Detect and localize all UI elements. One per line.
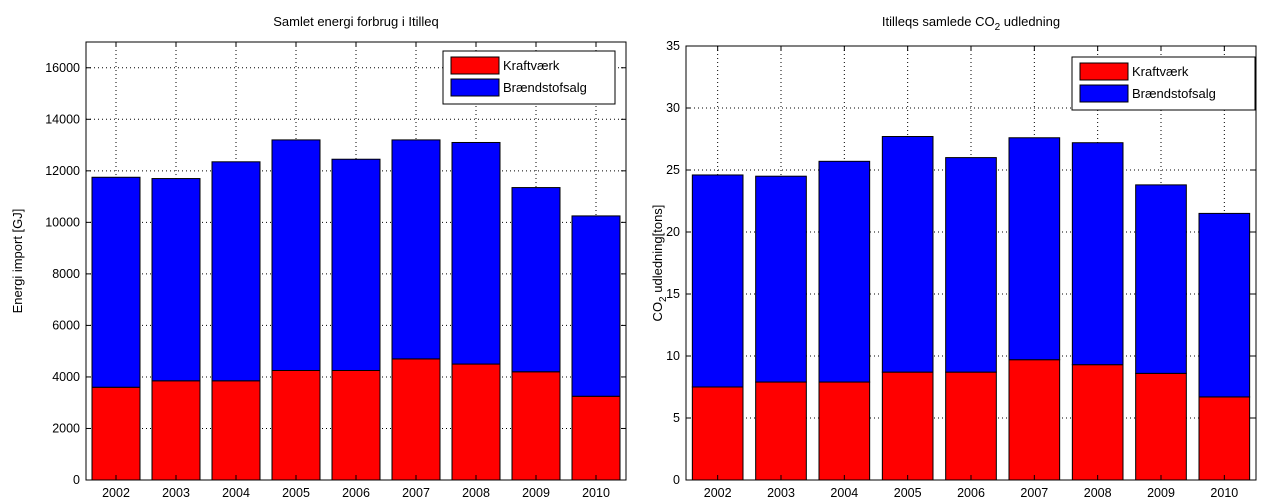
y-tick-label: 6000 [52, 318, 80, 332]
y-tick-label: 35 [666, 39, 680, 53]
x-tick-label: 2009 [1147, 486, 1175, 500]
bar-braendstofsalg-2002 [691, 174, 744, 388]
bar-kraftvaerk-2005 [881, 371, 934, 481]
bar-braendstofsalg-2007 [1008, 137, 1061, 361]
bar-kraftvaerk-2009 [1135, 372, 1187, 481]
bar-braendstofsalg-2008 [1071, 142, 1124, 366]
bar-braendstofsalg-2009 [1135, 184, 1187, 374]
chart-1: Samlet energi forbrug i Itilleq Energi im… [10, 14, 627, 500]
legend-swatch [450, 56, 500, 75]
bar-braendstofsalg-2007 [391, 139, 441, 360]
bar-kraftvaerk-2004 [211, 380, 261, 481]
bar-braendstofsalg-2010 [1198, 212, 1251, 398]
x-tick-label: 2003 [767, 486, 795, 500]
bar-braendstofsalg-2009 [511, 187, 561, 373]
bar-kraftvaerk-2003 [151, 380, 201, 481]
y-tick-label: 0 [673, 473, 680, 487]
x-tick-label: 2008 [1084, 486, 1112, 500]
bar-kraftvaerk-2005 [271, 370, 321, 481]
x-tick-label: 2010 [582, 486, 610, 500]
legend-swatch [450, 78, 500, 97]
x-tick-label: 2002 [102, 486, 130, 500]
bar-braendstofsalg-2005 [271, 139, 321, 371]
legend-swatch [1079, 62, 1129, 81]
x-tick-label: 2004 [830, 486, 858, 500]
legend-label: Brændstofsalg [1132, 86, 1216, 101]
x-tick-label: 2003 [162, 486, 190, 500]
legend-label: Brændstofsalg [503, 80, 587, 95]
y-tick-label: 25 [666, 163, 680, 177]
y-tick-label: 2000 [52, 421, 80, 435]
y-tick-label: 12000 [45, 164, 80, 178]
x-tick-label: 2005 [282, 486, 310, 500]
bar-braendstofsalg-2003 [755, 175, 807, 383]
y-tick-label: 14000 [45, 112, 80, 126]
bar-braendstofsalg-2005 [881, 136, 934, 373]
bar-kraftvaerk-2006 [945, 371, 997, 481]
x-tick-label: 2002 [704, 486, 732, 500]
x-tick-label: 2007 [402, 486, 430, 500]
x-tick-label: 2008 [462, 486, 490, 500]
bar-kraftvaerk-2007 [391, 358, 441, 481]
y-tick-label: 20 [666, 225, 680, 239]
legend: Kraftværk Brændstofsalg [442, 50, 616, 105]
legend-label: Kraftværk [503, 58, 560, 73]
y-tick-label: 4000 [52, 370, 80, 384]
x-tick-label: 2007 [1020, 486, 1048, 500]
legend-swatch [1079, 84, 1129, 103]
bar-kraftvaerk-2006 [331, 370, 381, 481]
y-tick-label: 8000 [52, 267, 80, 281]
bar-kraftvaerk-2002 [691, 386, 744, 481]
bar-kraftvaerk-2004 [818, 381, 871, 481]
chart-title: Samlet energi forbrug i Itilleq [273, 14, 438, 29]
legend: Kraftværk Brændstofsalg [1071, 56, 1256, 111]
bar-kraftvaerk-2008 [451, 363, 501, 481]
bar-kraftvaerk-2002 [91, 386, 141, 481]
legend-label: Kraftværk [1132, 64, 1189, 79]
y-tick-label: 5 [673, 411, 680, 425]
bar-kraftvaerk-2010 [1198, 396, 1251, 481]
y-tick-label: 16000 [45, 61, 80, 75]
x-tick-label: 2005 [894, 486, 922, 500]
bar-kraftvaerk-2010 [571, 395, 621, 481]
y-tick-label: 10 [666, 349, 680, 363]
x-tick-label: 2009 [522, 486, 550, 500]
x-tick-label: 2006 [342, 486, 370, 500]
x-tick-label: 2006 [957, 486, 985, 500]
y-axis-label: Energi import [GJ] [10, 209, 25, 314]
y-tick-label: 30 [666, 101, 680, 115]
y-tick-label: 10000 [45, 215, 80, 229]
bar-braendstofsalg-2006 [331, 158, 381, 371]
bar-kraftvaerk-2003 [755, 381, 807, 481]
y-tick-label: 15 [666, 287, 680, 301]
bar-braendstofsalg-2002 [91, 176, 141, 388]
bar-braendstofsalg-2003 [151, 178, 201, 382]
y-axis-label: CO2 udledning[tons] [650, 205, 669, 322]
bar-braendstofsalg-2010 [571, 215, 621, 397]
bar-braendstofsalg-2004 [818, 160, 871, 383]
chart-title: Itilleqs samlede CO2 udledning [882, 14, 1060, 33]
x-tick-label: 2010 [1210, 486, 1238, 500]
bar-kraftvaerk-2007 [1008, 359, 1061, 481]
bar-kraftvaerk-2008 [1071, 364, 1124, 481]
bar-kraftvaerk-2009 [511, 371, 561, 481]
bar-braendstofsalg-2006 [945, 157, 997, 373]
x-tick-label: 2004 [222, 486, 250, 500]
y-tick-label: 0 [73, 473, 80, 487]
bar-braendstofsalg-2008 [451, 141, 501, 365]
chart-2: Itilleqs samlede CO2 udledning CO2 udledn… [650, 14, 1257, 500]
bar-braendstofsalg-2004 [211, 161, 261, 382]
